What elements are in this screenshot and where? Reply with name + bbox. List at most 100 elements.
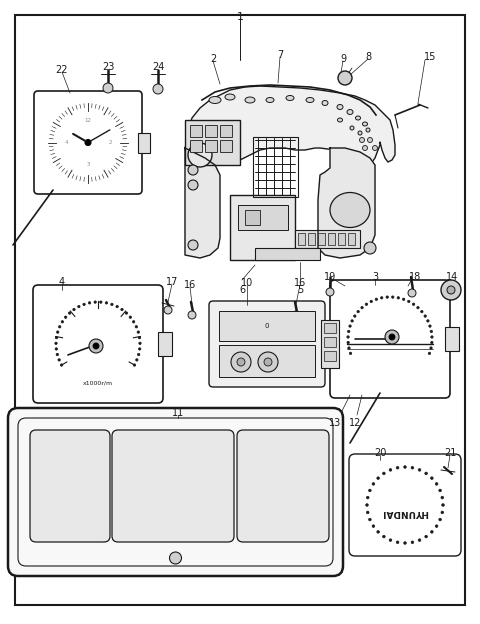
Circle shape	[372, 525, 375, 527]
Text: 9: 9	[340, 54, 346, 64]
Text: x1000r/m: x1000r/m	[83, 381, 113, 386]
Circle shape	[135, 326, 137, 328]
Circle shape	[429, 325, 431, 327]
FancyBboxPatch shape	[330, 280, 450, 398]
Circle shape	[78, 305, 80, 308]
Circle shape	[417, 306, 419, 309]
Circle shape	[188, 180, 198, 190]
Circle shape	[368, 137, 372, 142]
Circle shape	[375, 298, 378, 301]
FancyBboxPatch shape	[33, 285, 163, 403]
Circle shape	[326, 288, 334, 296]
Circle shape	[430, 347, 432, 349]
Circle shape	[125, 312, 128, 314]
Circle shape	[59, 326, 61, 328]
Text: 16: 16	[184, 280, 196, 290]
Circle shape	[366, 504, 368, 506]
Text: 2: 2	[210, 54, 216, 64]
Circle shape	[420, 310, 423, 313]
Circle shape	[85, 140, 91, 145]
Circle shape	[349, 352, 352, 354]
Circle shape	[347, 336, 349, 338]
Circle shape	[88, 301, 91, 304]
Circle shape	[61, 321, 63, 323]
Circle shape	[351, 319, 353, 322]
FancyBboxPatch shape	[237, 430, 329, 542]
Text: 17: 17	[166, 277, 178, 287]
Circle shape	[138, 336, 141, 339]
Circle shape	[137, 331, 140, 333]
Bar	[328, 233, 335, 245]
Circle shape	[441, 280, 461, 300]
Circle shape	[372, 145, 377, 150]
Bar	[205, 140, 217, 152]
Circle shape	[442, 504, 444, 506]
Circle shape	[439, 489, 442, 492]
Bar	[138, 132, 150, 152]
Ellipse shape	[245, 97, 255, 103]
Circle shape	[188, 143, 212, 167]
Text: 12: 12	[84, 118, 92, 123]
Bar	[338, 233, 345, 245]
Circle shape	[370, 300, 372, 303]
Text: 7: 7	[277, 50, 283, 60]
Circle shape	[105, 301, 108, 304]
Circle shape	[258, 352, 278, 372]
Circle shape	[377, 530, 379, 533]
Circle shape	[435, 482, 438, 485]
Bar	[324, 337, 336, 347]
Circle shape	[441, 511, 444, 514]
Circle shape	[237, 358, 245, 366]
Circle shape	[121, 308, 123, 311]
Text: 16: 16	[294, 278, 306, 288]
Text: 2: 2	[108, 140, 112, 145]
Bar	[445, 327, 459, 351]
Bar	[324, 323, 336, 333]
Circle shape	[447, 286, 455, 294]
Circle shape	[369, 519, 371, 521]
Circle shape	[231, 352, 251, 372]
Circle shape	[94, 340, 102, 348]
Circle shape	[396, 466, 399, 469]
Circle shape	[366, 496, 369, 499]
Circle shape	[188, 240, 198, 250]
FancyBboxPatch shape	[8, 408, 343, 576]
Bar	[205, 125, 217, 137]
Circle shape	[361, 306, 363, 309]
Text: 6: 6	[239, 285, 245, 295]
Text: 0: 0	[265, 323, 269, 329]
FancyBboxPatch shape	[34, 91, 142, 194]
FancyBboxPatch shape	[209, 301, 325, 387]
Circle shape	[73, 308, 75, 311]
Circle shape	[431, 530, 433, 533]
Circle shape	[354, 315, 356, 317]
Circle shape	[365, 303, 368, 305]
Circle shape	[366, 511, 369, 514]
Circle shape	[60, 364, 63, 366]
Ellipse shape	[362, 122, 368, 126]
Circle shape	[132, 321, 135, 323]
Circle shape	[360, 137, 364, 142]
Circle shape	[425, 535, 427, 538]
Circle shape	[137, 353, 140, 356]
Circle shape	[57, 331, 59, 333]
Text: 1: 1	[237, 12, 243, 22]
Ellipse shape	[337, 118, 343, 122]
Ellipse shape	[337, 104, 343, 109]
Bar	[220, 140, 232, 152]
FancyBboxPatch shape	[349, 454, 461, 556]
Text: 3: 3	[86, 162, 90, 167]
Circle shape	[396, 541, 399, 544]
Circle shape	[136, 359, 138, 361]
Bar	[230, 195, 295, 260]
Text: 11: 11	[172, 408, 184, 418]
Circle shape	[369, 489, 371, 492]
Circle shape	[408, 289, 416, 297]
Text: 10: 10	[241, 278, 253, 288]
Circle shape	[348, 347, 350, 349]
Text: 14: 14	[446, 272, 458, 282]
Circle shape	[404, 542, 406, 544]
Circle shape	[385, 330, 399, 344]
Circle shape	[55, 336, 58, 339]
Circle shape	[348, 330, 350, 333]
